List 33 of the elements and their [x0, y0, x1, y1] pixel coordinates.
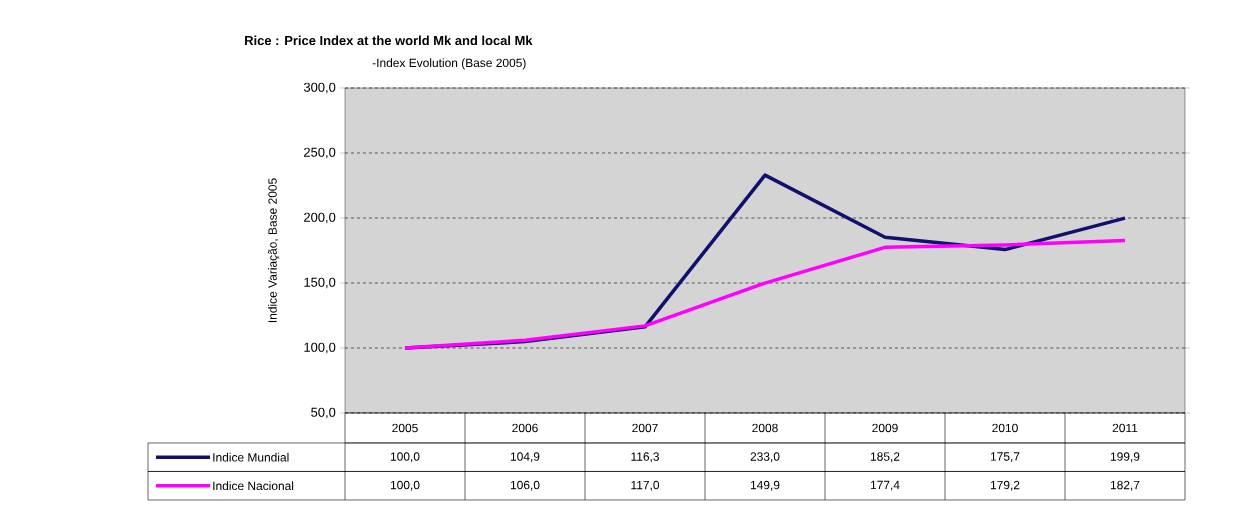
- x-tick-label: 2006: [512, 423, 538, 433]
- data-label: 199,9: [1110, 452, 1140, 463]
- y-tick-label: 150,0: [304, 277, 336, 289]
- data-label: 104,9: [510, 452, 540, 463]
- data-label: 177,4: [870, 480, 900, 491]
- data-label: 106,0: [510, 480, 540, 491]
- data-label: 100,0: [390, 480, 420, 491]
- y-tick-label: 250,0: [304, 147, 336, 159]
- data-label: 117,0: [631, 480, 660, 491]
- data-label: 233,0: [750, 452, 780, 463]
- data-label: 116,3: [631, 452, 659, 463]
- y-tick-label: 50,0: [311, 407, 336, 419]
- data-label: 182,7: [1110, 480, 1140, 491]
- y-tick-label: 300,0: [303, 82, 336, 94]
- y-axis-title: Indice Variação, Base 2005: [268, 178, 280, 323]
- x-tick-label: 2010: [992, 423, 1018, 433]
- x-tick-label: 2008: [752, 423, 778, 433]
- chart-subtitle: -Index Evolution (Base 2005): [372, 58, 526, 70]
- data-label: 179,2: [990, 480, 1020, 491]
- chart-title: Rice : Price Index at the world Mk and local Mk: [245, 35, 533, 46]
- legend-label: Indice Mundial: [213, 452, 289, 462]
- x-tick-label: 2011: [1112, 423, 1138, 433]
- x-tick-label: 2007: [632, 423, 658, 433]
- x-tick-label: 2009: [872, 423, 898, 433]
- x-tick-label: 2005: [392, 423, 418, 433]
- y-tick-label: 100,0: [304, 342, 336, 354]
- data-label: 100,0: [390, 452, 420, 463]
- line-series: [403, 238, 1127, 350]
- legend-label: Indice Nacional: [213, 481, 294, 491]
- data-label: 175,7: [990, 452, 1020, 463]
- y-tick-label: 200,0: [304, 212, 336, 224]
- data-label: 149,9: [750, 480, 780, 491]
- data-label: 185,2: [870, 452, 900, 463]
